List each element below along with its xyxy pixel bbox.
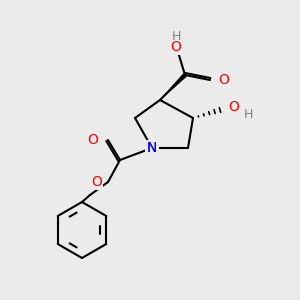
Text: H: H bbox=[244, 107, 254, 121]
Text: O: O bbox=[228, 100, 239, 114]
Text: O: O bbox=[218, 73, 229, 87]
Text: O: O bbox=[91, 175, 102, 189]
Text: O: O bbox=[171, 40, 182, 54]
Text: O: O bbox=[87, 133, 98, 147]
Polygon shape bbox=[160, 74, 186, 100]
Text: N: N bbox=[147, 141, 157, 155]
Text: H: H bbox=[171, 31, 181, 44]
Text: N: N bbox=[147, 141, 157, 155]
